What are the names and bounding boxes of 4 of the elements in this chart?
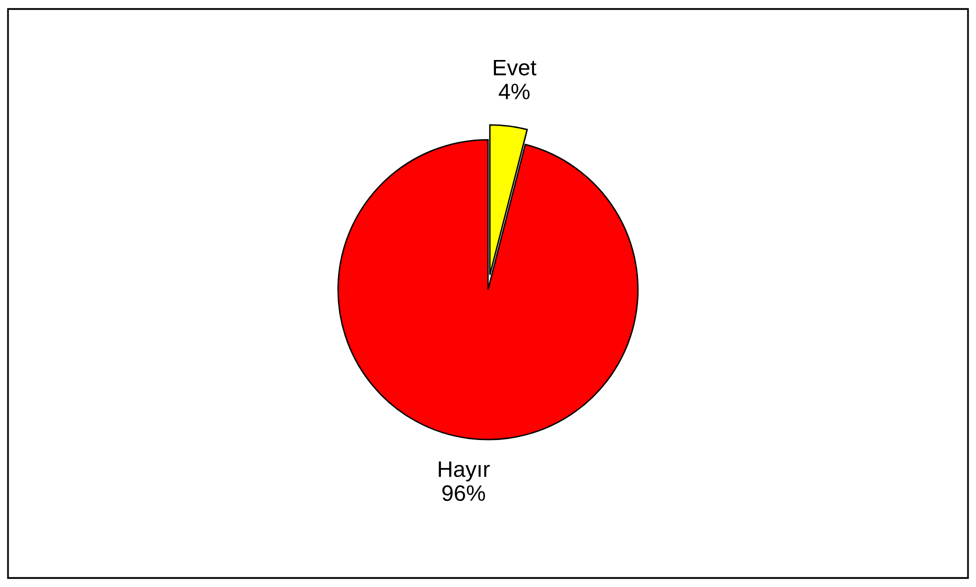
slice-label: Hayır	[438, 462, 490, 482]
data-label: 4%	[498, 84, 530, 100]
slice-label: Evet	[494, 60, 536, 76]
data-label: 96%	[442, 485, 486, 501]
